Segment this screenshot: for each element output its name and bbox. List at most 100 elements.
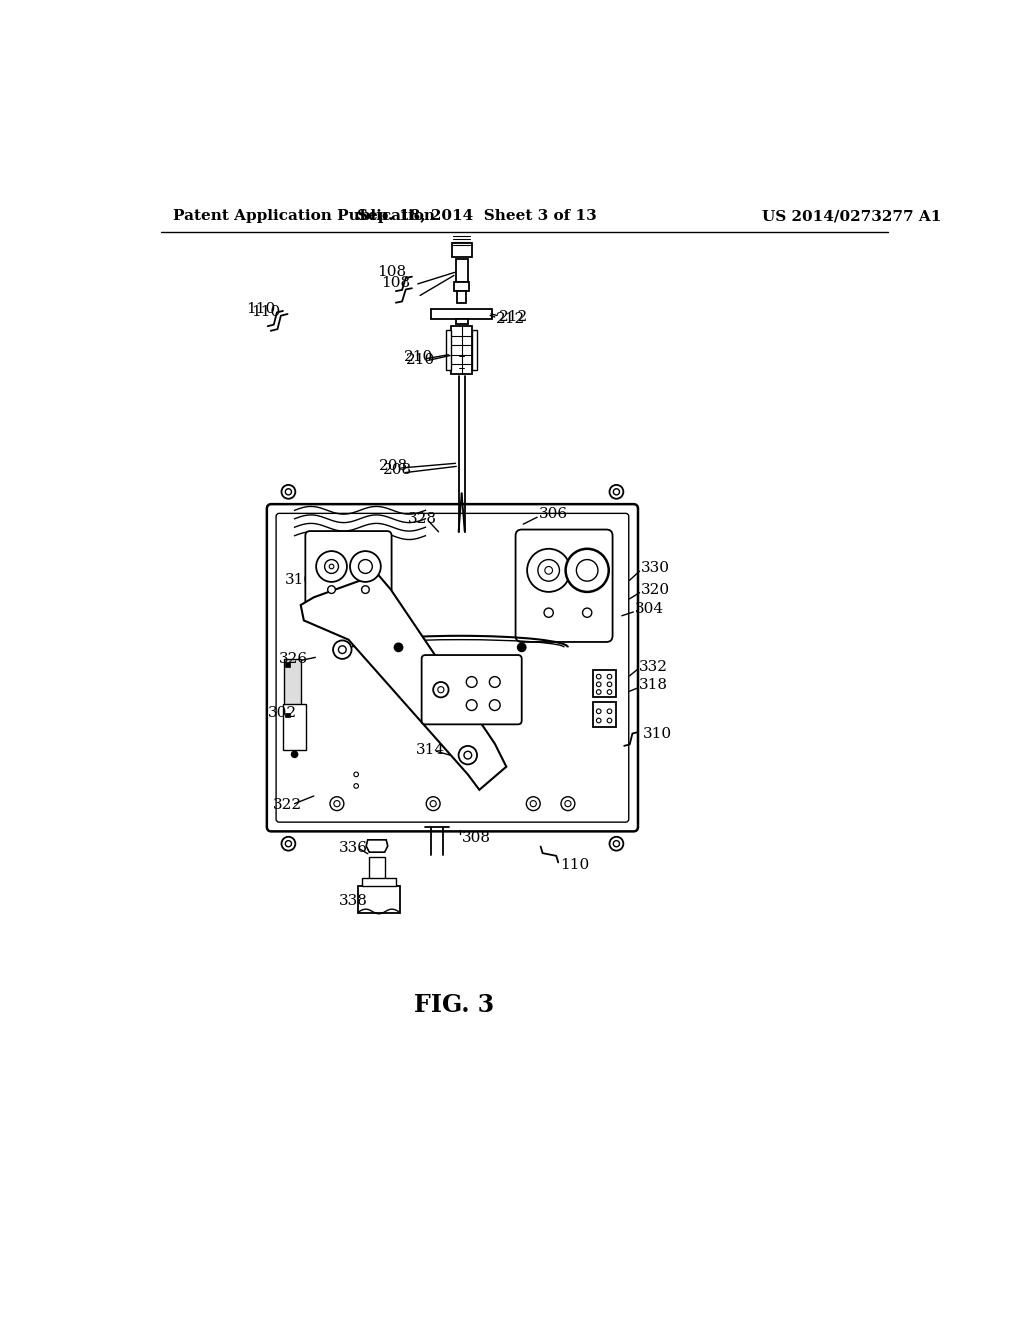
Circle shape <box>613 488 620 495</box>
Text: 320: 320 <box>641 582 670 597</box>
Text: 332: 332 <box>639 660 668 673</box>
Bar <box>472 330 477 370</box>
Circle shape <box>607 689 611 694</box>
Circle shape <box>583 609 592 618</box>
Circle shape <box>577 560 598 581</box>
Circle shape <box>438 686 444 693</box>
Text: 322: 322 <box>273 799 302 812</box>
Circle shape <box>596 675 601 678</box>
Circle shape <box>286 488 292 495</box>
Circle shape <box>596 682 601 686</box>
FancyBboxPatch shape <box>422 655 521 725</box>
Polygon shape <box>367 840 388 853</box>
Circle shape <box>426 797 440 810</box>
Circle shape <box>464 751 472 759</box>
Circle shape <box>607 709 611 714</box>
Text: 338: 338 <box>339 895 368 908</box>
Text: 306: 306 <box>539 507 567 521</box>
Text: 328: 328 <box>408 512 437 525</box>
Text: 310: 310 <box>643 727 672 742</box>
Circle shape <box>544 609 553 618</box>
Text: 212: 212 <box>499 310 527 323</box>
Bar <box>431 309 493 318</box>
Circle shape <box>459 746 477 764</box>
Circle shape <box>325 560 339 573</box>
Circle shape <box>430 800 436 807</box>
Circle shape <box>433 682 449 697</box>
Text: 316: 316 <box>285 573 313 587</box>
Bar <box>451 326 472 374</box>
Circle shape <box>538 560 559 581</box>
Circle shape <box>489 700 500 710</box>
Circle shape <box>596 709 601 714</box>
Circle shape <box>607 718 611 723</box>
Text: Patent Application Publication: Patent Application Publication <box>173 209 435 223</box>
Circle shape <box>607 675 611 678</box>
Text: 318: 318 <box>639 678 668 692</box>
Text: 334: 334 <box>431 680 460 693</box>
Bar <box>284 659 301 721</box>
Circle shape <box>330 797 344 810</box>
Text: 210: 210 <box>403 350 433 364</box>
Circle shape <box>530 800 537 807</box>
Bar <box>446 330 451 370</box>
Circle shape <box>561 797 574 810</box>
Circle shape <box>350 552 381 582</box>
Bar <box>456 259 468 281</box>
Circle shape <box>527 549 570 591</box>
Circle shape <box>596 718 601 723</box>
FancyBboxPatch shape <box>515 529 612 642</box>
Text: 110: 110 <box>560 858 590 873</box>
Text: 326: 326 <box>280 652 308 665</box>
Circle shape <box>292 751 298 758</box>
Bar <box>457 290 466 304</box>
Polygon shape <box>301 574 506 789</box>
Text: 302: 302 <box>267 706 297 719</box>
Text: 336: 336 <box>339 841 368 854</box>
Circle shape <box>607 682 611 686</box>
Text: 208: 208 <box>383 463 413 478</box>
Circle shape <box>282 837 295 850</box>
FancyBboxPatch shape <box>305 531 391 610</box>
Text: 304: 304 <box>635 602 664 616</box>
Circle shape <box>565 800 571 807</box>
Circle shape <box>328 586 336 594</box>
Bar <box>456 318 468 323</box>
Text: 210: 210 <box>407 354 435 367</box>
Circle shape <box>361 586 370 594</box>
Bar <box>357 886 400 913</box>
Circle shape <box>466 700 477 710</box>
Circle shape <box>339 645 346 653</box>
Circle shape <box>358 560 373 573</box>
Circle shape <box>333 640 351 659</box>
Circle shape <box>394 644 402 651</box>
Bar <box>452 243 472 257</box>
Circle shape <box>489 677 500 688</box>
Circle shape <box>565 549 608 591</box>
Text: Sep. 18, 2014  Sheet 3 of 13: Sep. 18, 2014 Sheet 3 of 13 <box>357 209 597 223</box>
Circle shape <box>596 689 601 694</box>
Text: 208: 208 <box>379 459 408 474</box>
Circle shape <box>354 784 358 788</box>
Bar <box>286 663 290 667</box>
Circle shape <box>609 837 624 850</box>
Text: 110: 110 <box>246 301 275 315</box>
Text: 308: 308 <box>462 830 490 845</box>
Text: FIG. 3: FIG. 3 <box>414 994 494 1018</box>
Circle shape <box>545 566 553 574</box>
Circle shape <box>613 841 620 847</box>
Text: 314: 314 <box>416 743 444 756</box>
Text: 108: 108 <box>382 276 411 290</box>
Bar <box>593 702 616 726</box>
Bar <box>283 704 306 750</box>
Circle shape <box>330 564 334 569</box>
Circle shape <box>334 800 340 807</box>
Bar <box>370 857 385 882</box>
Bar <box>454 281 469 290</box>
Circle shape <box>354 772 358 776</box>
Circle shape <box>466 677 477 688</box>
Text: 110: 110 <box>252 305 281 319</box>
Circle shape <box>518 644 525 651</box>
Text: 330: 330 <box>641 561 670 576</box>
Text: US 2014/0273277 A1: US 2014/0273277 A1 <box>762 209 941 223</box>
